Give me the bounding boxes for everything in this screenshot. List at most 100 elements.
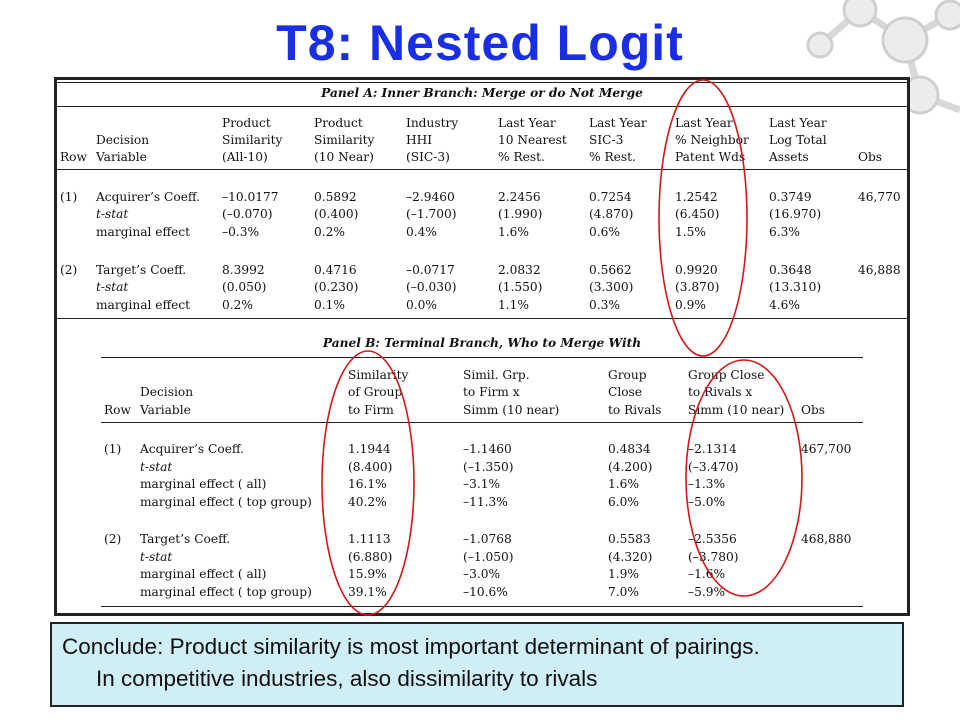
- panel-b-header-cell: to Rivals x: [688, 385, 753, 399]
- panel-a-header-cell: % Neighbor: [675, 133, 749, 147]
- panel-b-table-cell: –5.9%: [688, 585, 726, 599]
- panel-a-table-cell: Acquirer’s Coeff.: [96, 190, 201, 204]
- panel-a-header-rule: [57, 169, 907, 170]
- panel-a-table-cell: (16.970): [769, 207, 822, 221]
- panel-a-table-cell: 0.5662: [589, 263, 632, 277]
- panel-b-table-cell: 39.1%: [348, 585, 387, 599]
- panel-b-table-cell: 468,880: [801, 532, 852, 546]
- panel-a-table-cell: marginal effect: [96, 225, 191, 239]
- panel-a-header-cell: Row: [60, 150, 87, 164]
- panel-b-header-cell: Variable: [140, 403, 191, 417]
- panel-a-table-cell: 2.2456: [498, 190, 541, 204]
- panel-b-header-cell: Decision: [140, 385, 194, 399]
- panel-b-table-cell: (6.880): [348, 550, 393, 564]
- panel-a-header-cell: SIC-3: [589, 133, 624, 147]
- panel-a-header-cell: HHI: [406, 133, 433, 147]
- panel-a-header-cell: (10 Near): [314, 150, 374, 164]
- panel-a-table-cell: 2.0832: [498, 263, 541, 277]
- panel-a-table-cell: (0.400): [314, 207, 359, 221]
- panel-a-table-cell: t-stat: [96, 207, 129, 221]
- panel-a-table-cell: (1.990): [498, 207, 543, 221]
- panel-a-table-cell: (3.870): [675, 280, 720, 294]
- panel-a-table-cell: –2.9460: [406, 190, 455, 204]
- panel-a-table-cell: 6.3%: [769, 225, 800, 239]
- panel-a-top-rule: [57, 82, 907, 83]
- panel-a-table-cell: –10.0177: [222, 190, 279, 204]
- panel-a-table-cell: 0.9920: [675, 263, 718, 277]
- panel-b-table-cell: –11.3%: [463, 495, 508, 509]
- panel-b-table-cell: 0.5583: [608, 532, 651, 546]
- panel-b-header-cell: to Firm: [348, 403, 394, 417]
- panel-a-table-cell: (1): [60, 190, 78, 204]
- panel-a-table-cell: (4.870): [589, 207, 634, 221]
- panel-b-table-cell: 1.6%: [608, 477, 639, 491]
- panel-a-table-cell: 4.6%: [769, 298, 800, 312]
- panel-b-table-cell: –1.3%: [688, 477, 726, 491]
- panel-b-table-cell: (8.400): [348, 460, 393, 474]
- panel-a-header-cell: Last Year: [769, 116, 827, 130]
- conclusion-line-2: In competitive industries, also dissimil…: [96, 666, 598, 691]
- panel-b-table-cell: 16.1%: [348, 477, 387, 491]
- panel-a-table-cell: 0.3%: [589, 298, 620, 312]
- panel-b-header-cell: to Firm x: [463, 385, 520, 399]
- panel-b-header-cell: Group: [608, 368, 647, 382]
- panel-b-table-cell: (–3.780): [688, 550, 739, 564]
- panel-b-table-cell: (–1.050): [463, 550, 514, 564]
- panel-a-table-cell: 1.1%: [498, 298, 529, 312]
- panel-a-table-cell: (–0.030): [406, 280, 457, 294]
- panel-a-header-cell: % Rest.: [589, 150, 636, 164]
- panel-a-header-cell: Industry: [406, 116, 459, 130]
- panel-b-header-cell: Row: [104, 403, 131, 417]
- panel-a-table-cell: (1.550): [498, 280, 543, 294]
- panel-a-table-cell: 8.3992: [222, 263, 265, 277]
- panel-b-table-cell: –10.6%: [463, 585, 508, 599]
- panel-a-table-cell: 0.2%: [314, 225, 345, 239]
- panel-b-table-cell: –3.1%: [463, 477, 501, 491]
- panel-b-table-cell: Acquirer’s Coeff.: [140, 442, 245, 456]
- panel-b-table-cell: 7.0%: [608, 585, 639, 599]
- panel-a-table-cell: (0.230): [314, 280, 359, 294]
- panel-b-table-cell: (–3.470): [688, 460, 739, 474]
- panel-b-bottom-rule: [101, 606, 863, 607]
- panel-a-table-cell: 0.4716: [314, 263, 357, 277]
- panel-a-table-cell: 1.5%: [675, 225, 706, 239]
- panel-b-table-cell: (2): [104, 532, 122, 546]
- conclusion-box: Conclude: Product similarity is most imp…: [50, 622, 904, 707]
- panel-a-table-cell: 0.6%: [589, 225, 620, 239]
- panel-b-table-cell: marginal effect ( all): [140, 567, 267, 581]
- panel-b-header-cell: Simil. Grp.: [463, 368, 530, 382]
- panel-b-header-cell: Simm (10 near): [688, 403, 785, 417]
- panel-b-header-cell: of Group: [348, 385, 403, 399]
- panel-a-table-cell: 0.3648: [769, 263, 812, 277]
- panel-a-table-cell: 0.0%: [406, 298, 437, 312]
- panel-b-table-cell: (–1.350): [463, 460, 514, 474]
- panel-b-table-cell: marginal effect ( all): [140, 477, 267, 491]
- panel-b-header-cell: Close: [608, 385, 643, 399]
- panel-a-header-cell: Last Year: [589, 116, 647, 130]
- panel-b-table-cell: t-stat: [140, 550, 173, 564]
- panel-b-table-cell: 6.0%: [608, 495, 639, 509]
- panel-a-table-cell: (13.310): [769, 280, 822, 294]
- conclusion-line-1: Conclude: Product similarity is most imp…: [62, 634, 760, 659]
- panel-a-table-cell: 0.1%: [314, 298, 345, 312]
- panel-b-table-cell: (4.320): [608, 550, 653, 564]
- panel-a-table-cell: 1.2542: [675, 190, 718, 204]
- regression-table: Panel A: Inner Branch: Merge or do Not M…: [54, 77, 910, 616]
- panel-a-title-rule: [57, 106, 907, 107]
- panel-a-header-cell: (SIC-3): [406, 150, 450, 164]
- panel-b-header-rule: [101, 422, 863, 423]
- panel-b-table-cell: –5.0%: [688, 495, 726, 509]
- panel-a-title: Panel A: Inner Branch: Merge or do Not M…: [321, 86, 643, 100]
- panel-a-table-cell: 0.3749: [769, 190, 812, 204]
- panel-a-header-cell: 10 Nearest: [498, 133, 567, 147]
- panel-b-table-cell: 40.2%: [348, 495, 387, 509]
- panel-a-bottom-rule: [57, 318, 907, 319]
- panel-a-table-cell: (–1.700): [406, 207, 457, 221]
- panel-b-header-cell: Similarity: [348, 368, 409, 382]
- panel-a-header-cell: Decision: [96, 133, 150, 147]
- panel-b-table-cell: 0.4834: [608, 442, 651, 456]
- panel-b-table-cell: marginal effect ( top group): [140, 495, 312, 509]
- panel-a-table-cell: (6.450): [675, 207, 720, 221]
- panel-a-table-cell: (–0.070): [222, 207, 273, 221]
- panel-a-header-cell: Similarity: [314, 133, 375, 147]
